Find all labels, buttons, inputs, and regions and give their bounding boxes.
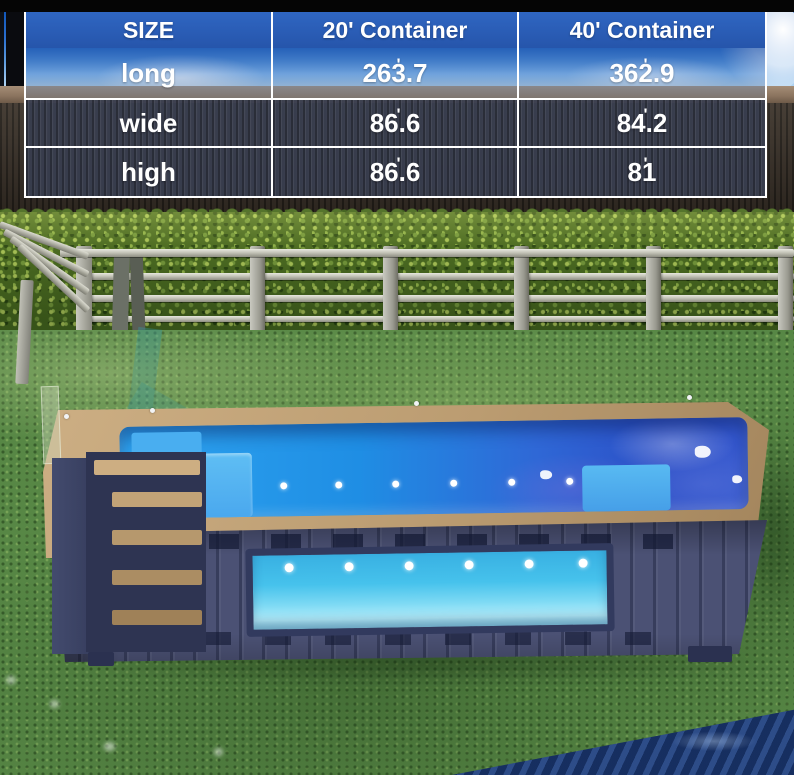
- pool-light-dot: [280, 482, 288, 490]
- fence-rail: [84, 316, 794, 322]
- table-value-long-40ft: 362.9 ': [519, 48, 765, 98]
- value-number: 362.9: [609, 57, 675, 88]
- fence-board: [129, 251, 146, 331]
- step-tread: [112, 570, 202, 585]
- container-leg: [88, 652, 114, 666]
- table-label-high: high: [26, 146, 273, 196]
- value-number: 86.6: [369, 107, 421, 138]
- pool-light-dot: [508, 478, 516, 486]
- table-value-wide-20ft: 86.6 ': [273, 98, 519, 146]
- grass-light-spot: [50, 700, 59, 708]
- feet-prime-mark: ': [643, 55, 648, 74]
- photo-dark-edge: [6, 12, 24, 88]
- table-label-wide: wide: [26, 98, 273, 146]
- deck-bolt: [414, 401, 419, 406]
- deck-bolt: [687, 395, 692, 400]
- window-light-dot: [524, 559, 534, 569]
- grass-light-spot: [6, 676, 16, 684]
- window-light-dot: [344, 562, 354, 572]
- table-value-high-40ft: 81 ': [519, 146, 765, 196]
- fence-top-rail: [60, 249, 794, 257]
- value-number: 263.7: [362, 57, 428, 88]
- feet-prime-mark: ': [643, 154, 648, 173]
- pool-light-dot: [392, 480, 400, 488]
- size-spec-table: SIZE 20' Container 40' Container long 26…: [24, 12, 767, 198]
- feet-prime-mark: ': [396, 105, 401, 124]
- container-leg: [688, 646, 732, 662]
- water-sparkle: [694, 445, 711, 458]
- table-value-wide-40ft: 84.2 ': [519, 98, 765, 146]
- photo-edge-shadow: [0, 12, 4, 88]
- container-vents-bottom: [85, 632, 685, 645]
- window-light-dot: [464, 560, 474, 570]
- step-tread: [112, 610, 202, 625]
- pool-light-dot: [450, 479, 458, 487]
- table-header-40ft: 40' Container: [519, 12, 765, 48]
- fence-post: [514, 246, 529, 334]
- fence-rail: [84, 273, 794, 280]
- feet-prime-mark: ': [396, 154, 401, 173]
- water-sparkle: [732, 475, 743, 484]
- value-number: 81: [627, 156, 657, 187]
- grass-light-spot: [104, 742, 115, 751]
- deck-bolt: [150, 408, 155, 413]
- table-label-long: long: [26, 48, 273, 98]
- step-tread: [112, 492, 202, 507]
- fence-post: [383, 246, 398, 334]
- fence-board: [111, 249, 131, 333]
- glass-panel: [40, 385, 62, 465]
- step-tread: [94, 460, 200, 475]
- step-tread: [112, 530, 202, 545]
- table-value-long-20ft: 263.7 ': [273, 48, 519, 98]
- water-sparkle: [540, 470, 553, 480]
- grass-light-spot: [214, 748, 223, 756]
- pool-water: [119, 417, 749, 519]
- value-number: 84.2: [616, 107, 668, 138]
- top-letterbox-bar: [0, 0, 794, 12]
- fence-rail: [84, 295, 794, 302]
- table-value-high-20ft: 86.6 ': [273, 146, 519, 196]
- exterior-steps: [86, 452, 206, 652]
- deck-bolt: [64, 414, 69, 419]
- table-header-size: SIZE: [26, 12, 273, 48]
- feet-prime-mark: ': [643, 105, 648, 124]
- pool-bench: [581, 464, 671, 512]
- pool-light-dot: [335, 481, 343, 489]
- window-light-dot: [578, 558, 588, 568]
- container-window: [245, 543, 615, 637]
- table-header-20ft: 20' Container: [273, 12, 519, 48]
- window-light-dot: [404, 561, 414, 571]
- window-light-dot: [284, 563, 294, 573]
- fence-post: [646, 246, 661, 334]
- value-number: 86.6: [369, 156, 421, 187]
- pool-light-dot: [566, 477, 574, 485]
- fence-post: [250, 246, 265, 334]
- hedge-top-edge: [0, 202, 794, 215]
- fence-post: [778, 246, 793, 334]
- feet-prime-mark: ': [396, 55, 401, 74]
